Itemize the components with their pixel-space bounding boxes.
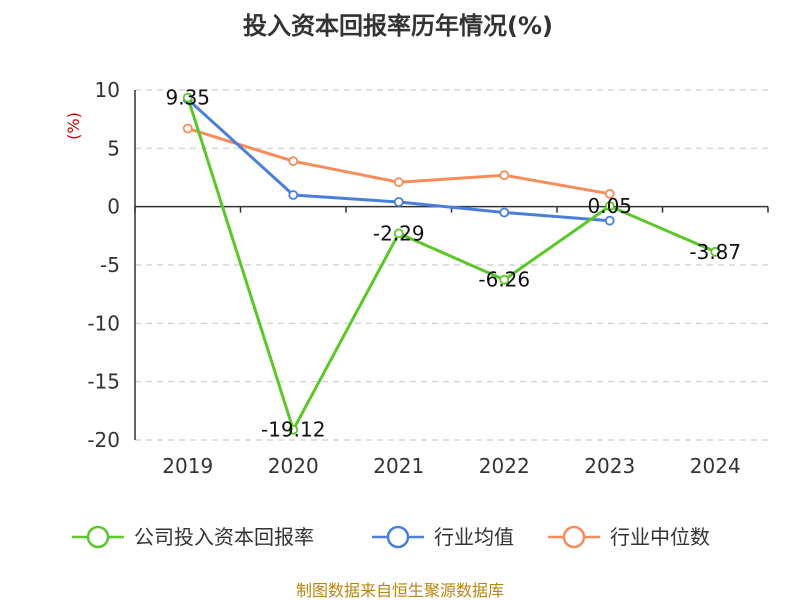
data-point-1-2022 (499, 207, 510, 218)
series-line-0 (186, 97, 716, 432)
data-labels: 9.35 -19.12 -2.29 -6.26 0.05 -3.87 (165, 86, 741, 442)
data-point-2-2021 (393, 177, 404, 188)
data-label-2022: -6.26 (478, 268, 530, 292)
y-tick-label-1: 5 (107, 136, 120, 160)
legend-marker-0 (86, 525, 110, 549)
data-point-0-2022 (499, 274, 510, 285)
data-point-0-2020 (288, 424, 299, 435)
x-tick-label-2021: 2021 (373, 454, 424, 478)
data-label-2020: -19.12 (261, 418, 325, 442)
y-tick-label-0: 10 (95, 78, 120, 102)
x-tick-label-2019: 2019 (162, 454, 213, 478)
legend-marker-1 (386, 525, 410, 549)
x-tick-label-2024: 2024 (690, 454, 741, 478)
data-point-2-2020 (288, 156, 299, 167)
y-tick-label-2: 0 (107, 195, 120, 219)
y-tick-label-3: -5 (100, 253, 120, 277)
legend-label-2: 行业中位数 (610, 525, 710, 549)
axes: 10 5 0 -5 -10 -15 -20 2019 2020 2021 2022 2023 2024 (87, 78, 769, 478)
x-tick-label-2023: 2023 (584, 454, 635, 478)
y-tick-label-4: -10 (87, 311, 120, 335)
data-label-2021: -2.29 (373, 221, 425, 245)
source-note: 制图数据来自恒生聚源数据库 (296, 581, 504, 600)
data-label-2019: 9.35 (165, 86, 210, 110)
legend-item-2[interactable]: 行业中位数 (548, 525, 710, 549)
data-point-0-2019 (182, 92, 193, 103)
x-tick-label-2020: 2020 (268, 454, 319, 478)
data-point-1-2023 (604, 215, 615, 226)
series-layer (182, 92, 721, 435)
data-point-2-2023 (604, 188, 615, 199)
x-tick-label-2022: 2022 (479, 454, 530, 478)
data-label-2024: -3.87 (689, 240, 741, 264)
data-point-0-2021 (393, 228, 404, 239)
y-axis-label: (%) (64, 112, 83, 140)
legend-item-0[interactable]: 公司投入资本回报率 (72, 525, 314, 549)
legend-marker-2 (562, 525, 586, 549)
legend-item-1[interactable]: 行业均值 (372, 525, 514, 549)
y-tick-label-5: -15 (87, 370, 120, 394)
data-point-1-2021 (393, 197, 404, 207)
y-tick-label-6: -20 (87, 428, 120, 452)
data-point-0-2024 (710, 246, 721, 257)
data-point-2-2022 (499, 170, 510, 181)
data-label-2023: 0.05 (587, 194, 632, 218)
data-point-0-2023 (604, 201, 615, 211)
data-point-1-2020 (288, 190, 299, 200)
legend-label-0: 公司投入资本回报率 (134, 525, 314, 549)
data-point-2-2019 (182, 123, 193, 134)
legend-label-1: 行业均值 (434, 525, 514, 549)
chart-title: 投入资本回报率历年情况(%) (243, 12, 553, 40)
legend[interactable]: 公司投入资本回报率 行业均值 行业中位数 (72, 525, 710, 549)
